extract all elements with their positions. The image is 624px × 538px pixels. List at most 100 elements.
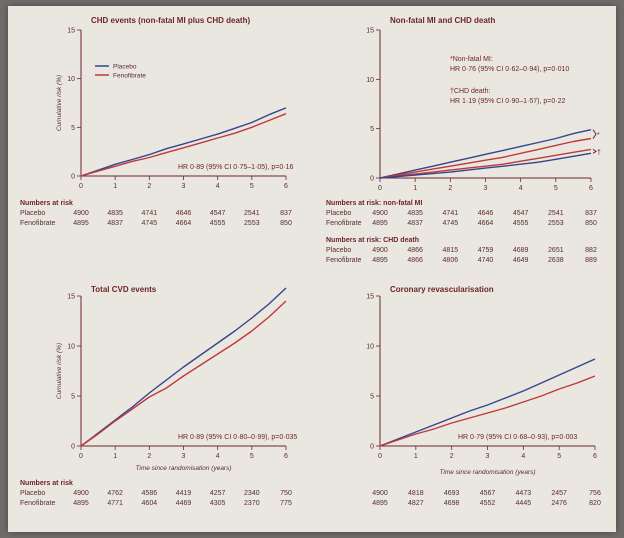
y-tick-label: 15 [67,294,75,301]
x-tick-label: 2 [450,453,454,460]
risk-table-header: Numbers at risk: CHD death [326,237,419,244]
risk-cell: 4806 [443,257,459,264]
risk-cell: 4900 [73,210,89,217]
risk-cell: 2553 [244,220,260,227]
risk-cell: 2541 [244,210,260,217]
risk-cell: 4740 [478,257,494,264]
risk-cell: 2553 [548,220,564,227]
x-tick-label: 6 [589,185,593,192]
risk-row-label: Fenofibrate [326,220,362,227]
risk-cell: 4473 [516,490,532,497]
risk-cell: 4419 [176,490,192,497]
risk-row-label: Placebo [326,210,351,217]
x-tick-label: 1 [414,453,418,460]
risk-cell: 4815 [443,247,459,254]
x-tick-label: 1 [413,185,417,192]
chart-title: CHD events (non-fatal MI plus CHD death) [91,16,250,25]
risk-cell: 4895 [372,220,388,227]
risk-cell: 4866 [407,257,423,264]
hr-annotation: †CHD death: [450,88,491,95]
series-line-placebo-1 [80,287,287,447]
chart-panel-2: Non-fatal MI and CHD death 0 5 10 15 0 1 2 3 4 5 6 *… [326,16,601,264]
risk-cell: 2340 [244,490,260,497]
series-line-fenofibrate-2 [80,113,287,177]
figure-sheet: CHD events (non-fatal MI plus CHD death)… [8,6,616,532]
risk-cell: 837 [280,210,292,217]
x-tick-label: 5 [554,185,558,192]
y-tick-label: 10 [366,344,374,351]
x-tick-label: 5 [250,183,254,190]
series-marker-dagger: † [597,149,601,156]
risk-cell: 4604 [142,500,158,507]
x-tick-label: 2 [147,453,151,460]
legend-label-fenofibrate: Fenofibrate [113,73,146,80]
y-tick-label: 0 [370,176,374,183]
risk-cell: 4900 [372,490,388,497]
risk-cell: 4646 [478,210,494,217]
y-tick-label: 0 [71,174,75,181]
risk-cell: 4745 [443,220,459,227]
x-tick-label: 1 [113,453,117,460]
risk-cell: 837 [585,210,597,217]
risk-cell: 850 [280,220,292,227]
bracket [592,148,597,154]
y-tick-label: 15 [67,28,75,35]
y-tick-label: 10 [67,76,75,83]
risk-cell: 4586 [142,490,158,497]
x-tick-label: 6 [284,183,288,190]
chart-title: Coronary revascularisation [390,285,494,294]
risk-cell: 4818 [408,490,424,497]
hr-annotation: HR 0·76 (95% CI 0·62–0·94), p=0·010 [450,66,569,73]
series-line-fenofibrate-3 [379,148,592,179]
risk-cell: 2651 [548,247,564,254]
risk-cell: 4664 [478,220,494,227]
risk-cell: 4835 [407,210,423,217]
risk-row-label: Placebo [20,490,45,497]
risk-cell: 2541 [548,210,564,217]
risk-cell: 4771 [107,500,123,507]
series-line-placebo-4 [379,152,592,179]
risk-cell: 4469 [176,500,192,507]
risk-row-label: Fenofibrate [326,257,362,264]
risk-cell: 750 [280,490,292,497]
x-tick-label: 4 [216,183,220,190]
risk-cell: 4895 [372,500,388,507]
risk-cell: 2370 [244,500,260,507]
risk-table-header: Numbers at risk [20,200,73,207]
km-figure: CHD events (non-fatal MI plus CHD death)… [20,16,601,507]
x-axis-label: Time since randomisation (years) [135,465,231,472]
x-tick-label: 4 [521,453,525,460]
risk-cell: 4689 [513,247,529,254]
risk-cell: 4835 [107,210,123,217]
risk-cell: 4741 [142,210,158,217]
x-tick-label: 6 [593,453,597,460]
legend-label-placebo: Placebo [113,64,137,71]
risk-cell: 4741 [443,210,459,217]
hr-annotation: *Non-fatal MI: [450,56,493,63]
risk-cell: 889 [585,257,597,264]
risk-cell: 4646 [176,210,192,217]
risk-cell: 4445 [516,500,532,507]
series-line-placebo-1 [379,129,592,179]
risk-cell: 4555 [513,220,529,227]
risk-cell: 4664 [176,220,192,227]
y-tick-label: 0 [370,444,374,451]
x-tick-label: 2 [147,183,151,190]
risk-cell: 850 [585,220,597,227]
y-tick-label: 5 [370,126,374,133]
y-axis-label: Cumulative risk (%) [56,75,63,131]
risk-row-label: Fenofibrate [20,220,56,227]
risk-cell: 820 [589,500,601,507]
risk-cell: 4759 [478,247,494,254]
y-tick-label: 5 [71,125,75,132]
series-line-placebo-1 [80,107,287,177]
y-tick-label: 10 [366,77,374,84]
risk-cell: 4649 [513,257,529,264]
y-tick-label: 5 [71,394,75,401]
risk-cell: 4745 [142,220,158,227]
x-axis-label: Time since randomisation (years) [439,469,535,476]
hr-annotation: HR 1·19 (95% CI 0·90–1·57), p=0·22 [450,98,565,105]
x-tick-label: 0 [378,453,382,460]
risk-cell: 4866 [407,247,423,254]
chart-title: Non-fatal MI and CHD death [390,16,495,25]
